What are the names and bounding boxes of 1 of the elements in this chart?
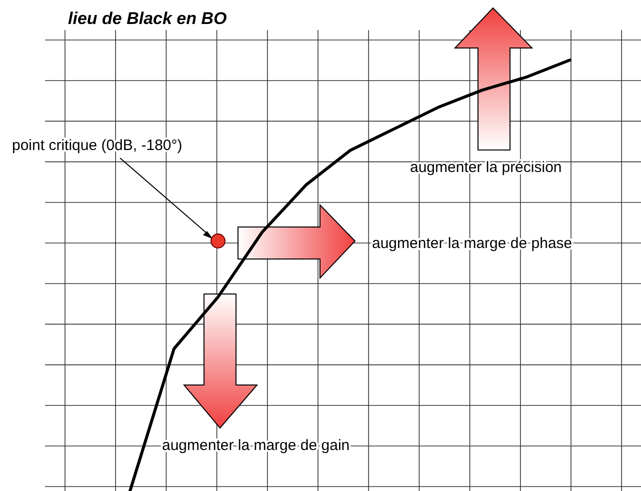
chart-title: lieu de Black en BO bbox=[68, 9, 227, 28]
